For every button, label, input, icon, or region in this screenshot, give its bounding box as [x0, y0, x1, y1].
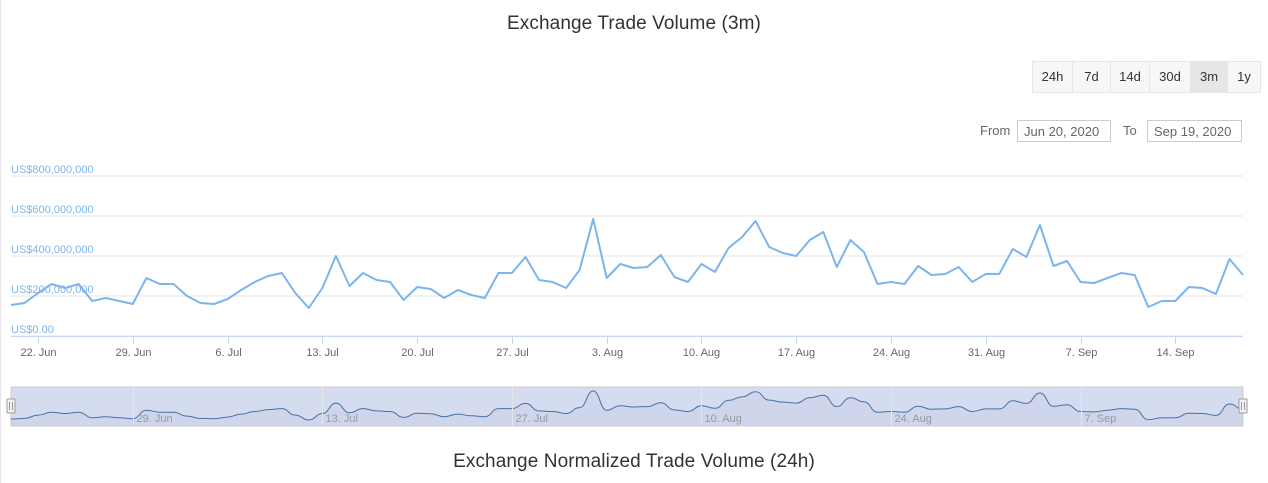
navigator-tick-label: 13. Jul — [326, 413, 358, 425]
navigator-tick-label: 29. Jun — [137, 413, 173, 425]
range-button-1y[interactable]: 1y — [1237, 69, 1251, 84]
x-tick-label: 20. Jul — [401, 347, 433, 359]
series-line — [10, 218, 1244, 309]
x-tick-label: 22. Jun — [20, 347, 56, 359]
navigator-handle-left[interactable] — [6, 398, 16, 414]
navigator-tick-label: 27. Jul — [516, 413, 548, 425]
next-chart-title: Exchange Normalized Trade Volume (24h) — [453, 451, 815, 472]
y-tick-label: US$0.00 — [11, 324, 54, 336]
navigator-tick-label: 10. Aug — [705, 413, 742, 425]
range-button-7d[interactable]: 7d — [1073, 62, 1111, 92]
range-button-30d[interactable]: 30d — [1150, 62, 1191, 92]
to-date-input[interactable] — [1147, 120, 1242, 142]
navigator-tick-label: 24. Aug — [895, 413, 932, 425]
x-tick-label: 6. Jul — [215, 347, 241, 359]
x-tick-label: 10. Aug — [683, 347, 720, 359]
x-tick-label: 13. Jul — [306, 347, 338, 359]
y-tick-label: US$200,000,000 — [11, 284, 94, 296]
chart-title: Exchange Trade Volume (3m) — [507, 13, 761, 34]
navigator-handle-right[interactable] — [1238, 398, 1248, 414]
from-label: From — [980, 123, 1011, 138]
navigator-area — [11, 391, 1243, 426]
y-tick-label: US$600,000,000 — [11, 204, 94, 216]
x-tick-label: 27. Jul — [496, 347, 528, 359]
range-button-14d[interactable]: 14d — [1111, 62, 1150, 92]
x-tick-label: 29. Jun — [115, 347, 151, 359]
x-tick-label: 31. Aug — [968, 347, 1005, 359]
x-tick-label: 14. Sep — [1157, 347, 1195, 359]
navigator-series-line — [10, 390, 1244, 421]
y-tick-label: US$800,000,000 — [11, 164, 94, 176]
x-tick-label: 17. Aug — [778, 347, 815, 359]
left-border — [0, 0, 1, 483]
range-button-24h[interactable]: 24h — [1033, 62, 1073, 92]
from-date-input[interactable] — [1017, 120, 1111, 142]
to-label: To — [1123, 123, 1137, 138]
x-tick-label: 24. Aug — [873, 347, 910, 359]
range-button-3m[interactable]: 3m — [1191, 62, 1228, 92]
y-tick-label: US$400,000,000 — [11, 244, 94, 256]
navigator-tick-label: 7. Sep — [1085, 413, 1117, 425]
x-tick-label: 3. Aug — [592, 347, 623, 359]
range-selector: 24h 7d 14d 30d 3m 1y — [1032, 61, 1261, 93]
x-tick-label: 7. Sep — [1066, 347, 1098, 359]
